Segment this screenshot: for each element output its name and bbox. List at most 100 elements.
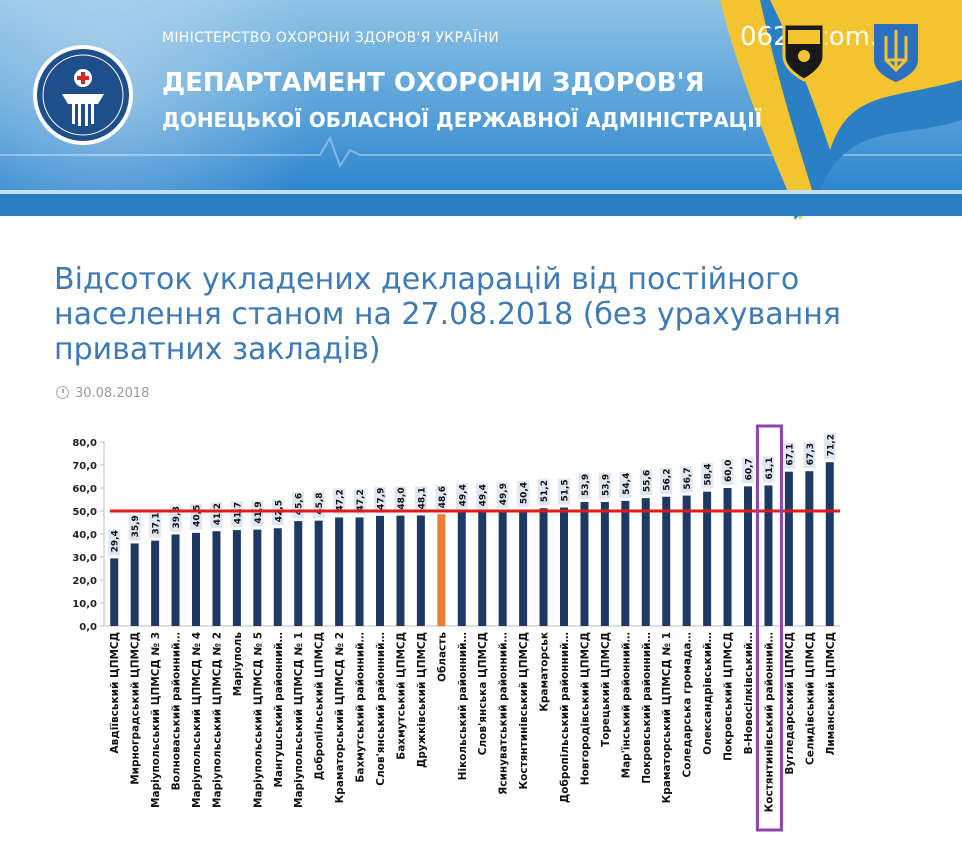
data-label-text: 47,9 [377, 488, 387, 510]
data-label-bg [701, 462, 714, 489]
data-label: 60,7 [742, 457, 755, 484]
x-tick-label: Область [436, 632, 448, 682]
x-tick-label: Костянтинівський ЦПМСД [518, 632, 530, 789]
data-label-text: 41,2 [213, 503, 223, 525]
bar [171, 534, 180, 626]
data-label-bg [353, 488, 366, 515]
data-label: 50,4 [517, 481, 530, 508]
highlight-box [755, 424, 783, 832]
x-tick-label: Нікольський районний… [457, 632, 469, 780]
bar [335, 517, 344, 626]
data-label: 29,4 [108, 529, 121, 556]
x-tick-label: Маріупольський ЦПМСД № 5 [252, 632, 264, 808]
data-label-bg [128, 514, 141, 541]
data-label-bg [394, 486, 407, 513]
data-label-text: 54,4 [622, 473, 632, 495]
data-label: 71,2 [823, 433, 836, 460]
data-label-bg [108, 529, 121, 556]
bar [110, 558, 119, 626]
data-label-bg [660, 467, 673, 494]
publish-date-text: 30.08.2018 [75, 386, 150, 401]
data-label-bg [619, 471, 632, 498]
data-label-bg [537, 479, 550, 506]
y-tick-label: 50,0 [72, 507, 97, 518]
data-label-bg [517, 481, 530, 508]
data-label: 41,7 [230, 501, 243, 528]
data-label-text: 61,1 [765, 457, 775, 479]
bar [539, 508, 548, 626]
x-tick-label: Краматорськ [539, 632, 551, 712]
x-tick-label: Маріупольський ЦПМСД № 1 [293, 632, 305, 808]
bar [662, 496, 671, 626]
x-tick-label: Волноваський районний… [171, 632, 183, 790]
x-tick-label: Покровський ЦПМСД [723, 632, 735, 761]
data-label: 53,9 [598, 473, 611, 500]
data-label: 45,6 [292, 492, 305, 519]
y-tick-label: 60,0 [72, 484, 97, 495]
data-label-bg [374, 486, 386, 513]
publish-date: 30.08.2018 [56, 386, 149, 401]
data-label: 48,0 [394, 486, 407, 513]
data-label: 60,0 [721, 459, 734, 485]
data-label-text: 49,4 [479, 484, 489, 506]
x-tick-label: Торецький ЦПМСД [600, 632, 612, 747]
data-label-bg [496, 482, 509, 509]
donetsk-coat-of-arms-icon [782, 14, 826, 82]
x-tick-label: Маріуполь [232, 632, 244, 697]
bar [478, 512, 487, 626]
data-label-text: 58,4 [704, 463, 714, 485]
data-label-bg [435, 485, 448, 512]
ministry-name: МІНІСТЕРСТВО ОХОРОНИ ЗДОРОВ'Я УКРАЇНИ [162, 30, 500, 46]
data-label-text: 39,8 [172, 506, 182, 528]
data-label-text: 49,4 [458, 484, 468, 506]
bar [130, 543, 139, 626]
bar [151, 540, 160, 626]
data-label-bg [476, 483, 489, 510]
x-tick-label: Вугледарський ЦПМСД [784, 632, 796, 775]
data-label-text: 41,9 [254, 501, 264, 523]
data-label: 48,6 [435, 485, 448, 512]
data-label: 67,1 [782, 442, 795, 469]
bar-chart: 0,0 10,0 20,0 30,0 40,0 50,0 60,0 70,0 80,0 29,4 А… [72, 424, 840, 832]
x-tick-label: Краматорський ЦПМСД № 2 [334, 632, 346, 803]
bar [376, 515, 384, 626]
x-tick-label: Маріупольський ЦПМСД № 4 [191, 632, 203, 808]
x-tick-label: Олександрівський… [702, 632, 714, 755]
x-tick-label: Краматорський ЦПМСД № 1 [661, 632, 673, 803]
bar [764, 485, 773, 626]
x-tick-label: В-Новосілківський… [743, 632, 755, 754]
department-subtitle: ДОНЕЦЬКОЇ ОБЛАСНОЇ ДЕРЖАВНОЇ АДМІНІСТРАЦ… [162, 108, 763, 132]
x-tick-label: Мангушський районний… [273, 632, 285, 788]
data-label: 51,2 [537, 479, 550, 506]
data-label-bg [578, 473, 591, 500]
data-label: 51,5 [558, 478, 571, 505]
data-label-text: 29,4 [111, 530, 121, 552]
bar [723, 488, 732, 626]
bar [273, 528, 282, 626]
bar [805, 471, 814, 626]
clock-icon [56, 386, 69, 399]
x-tick-label: Мирноградський ЦПМСД [130, 632, 142, 785]
data-label-text: 60,0 [724, 460, 734, 482]
cardiogram-decoration [0, 135, 962, 169]
data-label: 49,9 [496, 482, 509, 509]
data-label-text: 35,9 [131, 515, 141, 537]
page-title: Відсоток укладених декларацій від постій… [54, 262, 841, 367]
data-label-bg [333, 488, 346, 515]
data-label-text: 56,7 [683, 467, 693, 489]
bar [825, 462, 834, 626]
data-label-bg [639, 469, 652, 496]
data-label-text: 50,4 [520, 482, 530, 504]
data-label-bg [721, 459, 734, 485]
data-label-bg [598, 473, 611, 500]
data-label-bg [414, 486, 427, 513]
bar [641, 498, 650, 626]
data-label-text: 41,7 [233, 502, 243, 524]
data-label-text: 53,9 [581, 474, 591, 496]
x-tick-label: Лиманський ЦПМСД [825, 632, 837, 755]
x-tick-label: Слов'янська ЦПМСД [477, 632, 489, 755]
data-label-text: 40,5 [193, 505, 203, 527]
bar [744, 486, 752, 626]
bar [232, 530, 241, 626]
data-label-bg [782, 442, 795, 469]
